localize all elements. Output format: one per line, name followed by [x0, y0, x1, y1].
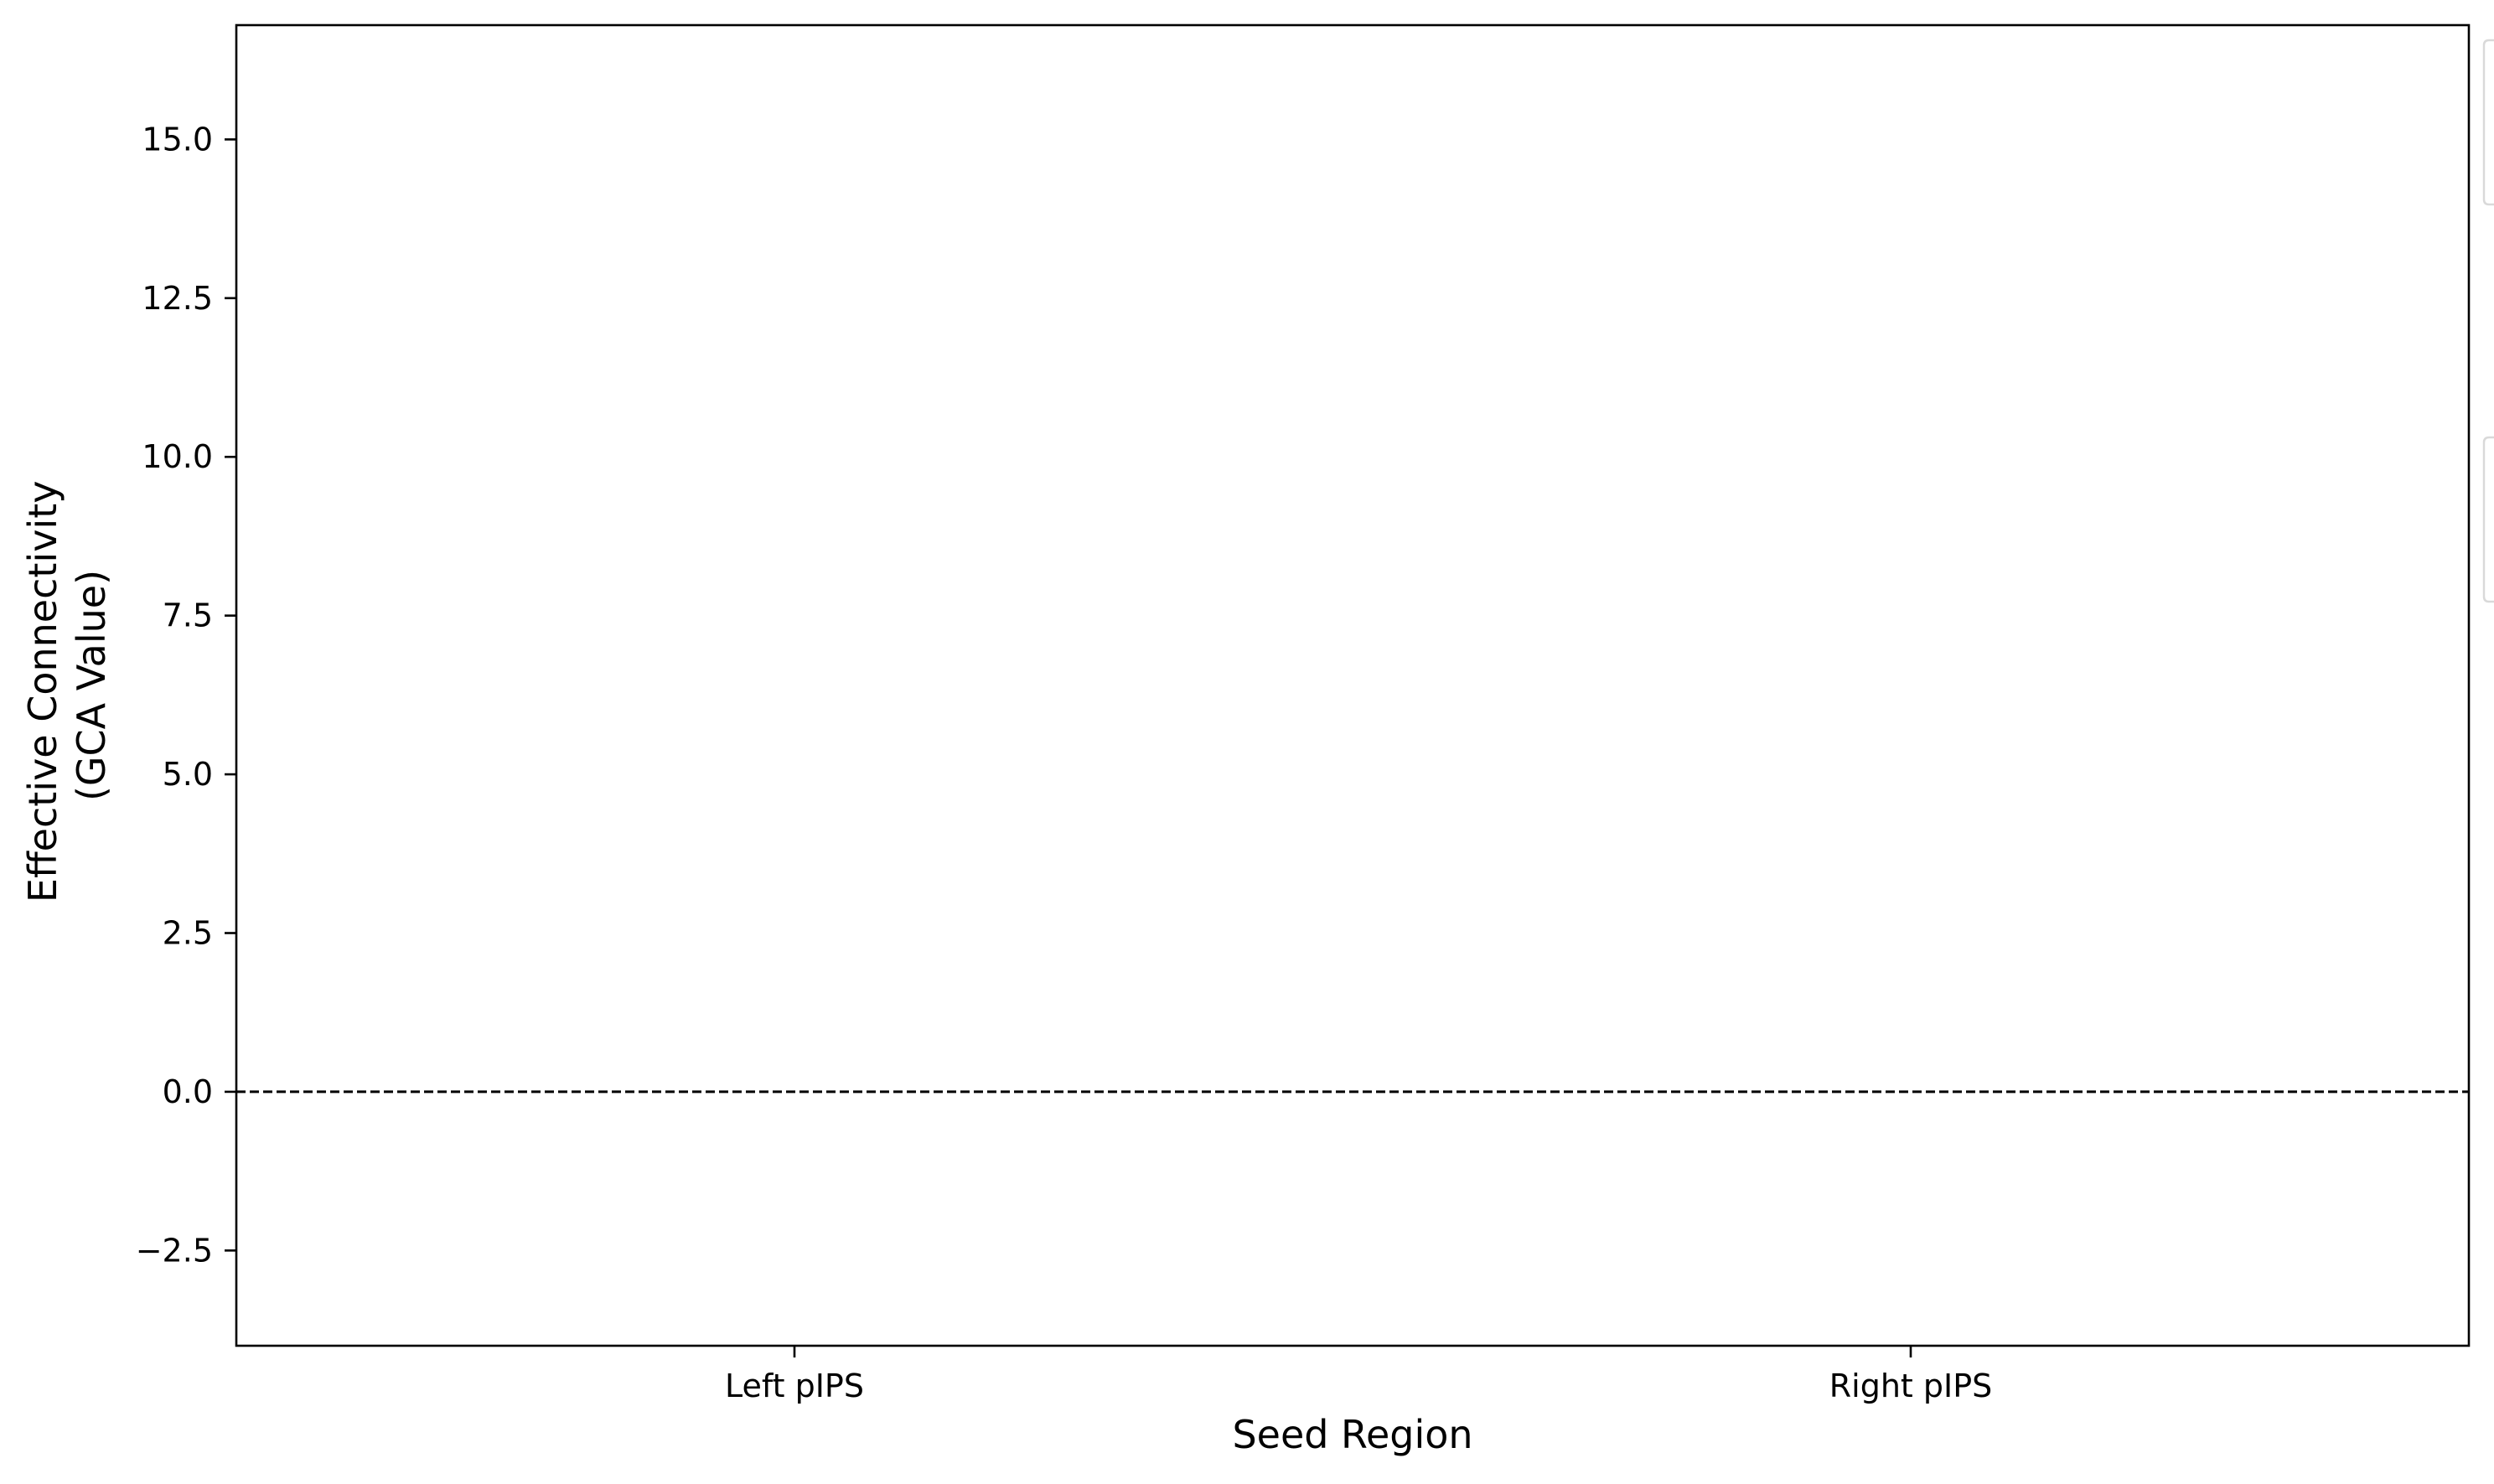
y-tick-label: 12.5: [142, 280, 213, 317]
plot-area-frame: [235, 23, 2471, 1347]
y-tick-label: 10.0: [142, 438, 213, 475]
y-axis-label: Effective Connectivity (GCA Value): [20, 468, 114, 902]
y-tick-label: 5.0: [163, 756, 213, 793]
y-axis-label-line-2: (GCA Value): [69, 570, 114, 801]
y-tick-label: 7.5: [163, 597, 213, 634]
x-axis-ticks: Left pIPS Right pIPS: [725, 1346, 1992, 1404]
y-axis-label-line-1: Effective Connectivity: [20, 481, 65, 903]
y-tick-label: 0.0: [163, 1073, 213, 1110]
x-axis-label: Seed Region: [1232, 1412, 1472, 1457]
y-tick-label: −2.5: [136, 1232, 213, 1269]
y-tick-label: 15.0: [142, 121, 213, 158]
legend-box-edge-lower: [2482, 436, 2494, 603]
legend-box-edge-upper: [2482, 39, 2494, 206]
x-tick-label: Left pIPS: [725, 1368, 864, 1404]
y-tick-label: 2.5: [163, 915, 213, 952]
x-tick-label: Right pIPS: [1829, 1368, 1993, 1404]
y-axis-ticks: −2.5 0.0 2.5 5.0 7.5 10.0 12.5 15.0: [136, 121, 236, 1269]
legend-cropped: [2482, 39, 2494, 603]
